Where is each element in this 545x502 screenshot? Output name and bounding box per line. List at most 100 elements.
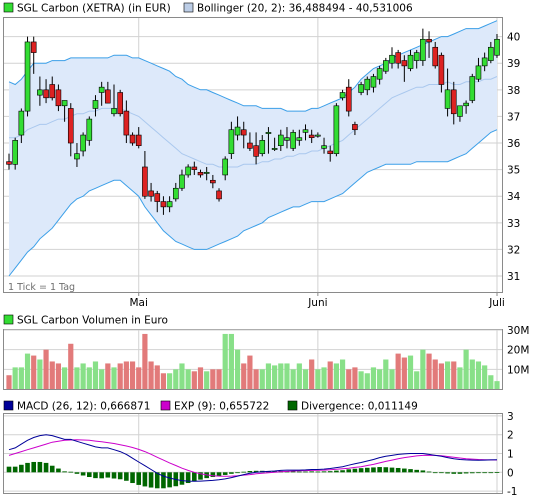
- volume-bar: [265, 363, 272, 389]
- candle: [383, 57, 389, 74]
- candle: [240, 121, 247, 149]
- candle-body: [203, 171, 210, 174]
- candle: [475, 57, 482, 82]
- divergence-bar: [439, 472, 444, 474]
- divergence-legend-swatch: [287, 400, 298, 411]
- volume-bar: [315, 369, 321, 389]
- candle-body: [364, 78, 371, 91]
- volume-bar: [111, 367, 117, 389]
- divergence-bar: [49, 465, 55, 473]
- candle: [333, 103, 340, 157]
- divergence-bar: [6, 466, 12, 473]
- divergence-bar: [241, 471, 247, 473]
- volume-tick-label: 10M: [507, 364, 529, 376]
- divergence-bar: [142, 472, 148, 487]
- divergence-bar: [154, 472, 160, 489]
- candle: [111, 84, 117, 117]
- divergence-bar: [247, 470, 253, 473]
- volume-bar: [105, 363, 111, 389]
- candle: [6, 153, 12, 170]
- volume-bar: [420, 349, 426, 389]
- divergence-bar: [469, 472, 475, 474]
- volume-bar: [352, 367, 358, 389]
- divergence-bar: [315, 471, 321, 473]
- volume-bar: [358, 371, 364, 389]
- divergence-bar: [457, 472, 463, 474]
- candle: [339, 89, 346, 101]
- candle: [271, 137, 278, 152]
- candle-body: [6, 161, 12, 165]
- candle: [191, 161, 198, 175]
- candle: [67, 103, 74, 157]
- candle: [234, 116, 241, 141]
- volume-bar: [234, 349, 241, 389]
- candle-body: [12, 140, 18, 165]
- candle-body: [172, 187, 179, 200]
- volume-panel: SGL Carbon Volumen in Euro 10M 20M 30M: [3, 315, 529, 390]
- divergence-bar: [148, 472, 154, 488]
- exp-legend-label: EXP (9): 0,655722: [174, 401, 269, 413]
- volume-bar: [136, 367, 142, 389]
- candle: [488, 41, 494, 64]
- candle-body: [383, 60, 389, 72]
- candle-body: [407, 54, 414, 69]
- candle-body: [24, 41, 31, 112]
- candle: [364, 76, 371, 96]
- volume-bar: [395, 353, 401, 389]
- price-panel: SGL Carbon (XETRA) (in EUR) Bollinger (2…: [3, 3, 521, 309]
- price-tick-label: 32: [507, 244, 520, 256]
- candle: [55, 84, 62, 112]
- macd-panel: MACD (26, 12): 0,666871 EXP (9): 0,65572…: [3, 400, 517, 498]
- volume-bar: [191, 371, 197, 389]
- candle-body: [395, 52, 401, 64]
- divergence-bar: [25, 462, 30, 473]
- macd-legend-label: MACD (26, 12): 0,666871: [17, 401, 150, 413]
- candle: [228, 121, 235, 159]
- candle-body: [376, 68, 383, 80]
- volume-bar: [377, 369, 383, 389]
- candle: [413, 49, 420, 69]
- candle: [389, 47, 395, 69]
- divergence-bar: [445, 472, 450, 474]
- candle-body: [457, 105, 463, 117]
- volume-bar: [407, 355, 414, 389]
- candle: [92, 95, 99, 117]
- volume-bar: [12, 367, 18, 389]
- candle: [80, 132, 86, 157]
- macd-tick-label: -1: [507, 486, 517, 498]
- candle-body: [80, 134, 86, 152]
- volume-bar: [444, 361, 451, 389]
- divergence-bar: [68, 471, 74, 473]
- volume-bars: [6, 333, 500, 389]
- volume-bar: [432, 359, 438, 389]
- volume-bar: [364, 373, 370, 389]
- candle-body: [327, 150, 334, 154]
- candle-body: [129, 134, 136, 144]
- divergence-bar: [105, 472, 111, 478]
- candle: [210, 174, 216, 189]
- volume-bar: [401, 357, 407, 389]
- candle: [308, 129, 315, 144]
- candle: [117, 89, 123, 117]
- volume-bar: [167, 373, 173, 389]
- divergence-bar: [161, 472, 166, 489]
- candle: [426, 31, 432, 58]
- divergence-bar: [371, 467, 376, 473]
- volume-bar: [204, 371, 210, 389]
- candle-body: [450, 89, 457, 115]
- candle: [432, 41, 439, 69]
- candle: [123, 100, 130, 144]
- divergence-bar: [414, 469, 419, 473]
- divergence-bar: [303, 471, 308, 473]
- candle: [105, 81, 111, 104]
- candlesticks: [6, 28, 500, 215]
- candle-body: [271, 148, 278, 150]
- candle: [401, 55, 408, 82]
- divergence-bar: [309, 471, 314, 473]
- volume-bar: [154, 365, 160, 389]
- candle-body: [284, 137, 290, 141]
- candle-body: [259, 140, 266, 154]
- volume-axis-ticks: 10M 20M 30M: [507, 325, 529, 376]
- volume-bar: [309, 359, 315, 389]
- divergence-bar: [402, 468, 407, 473]
